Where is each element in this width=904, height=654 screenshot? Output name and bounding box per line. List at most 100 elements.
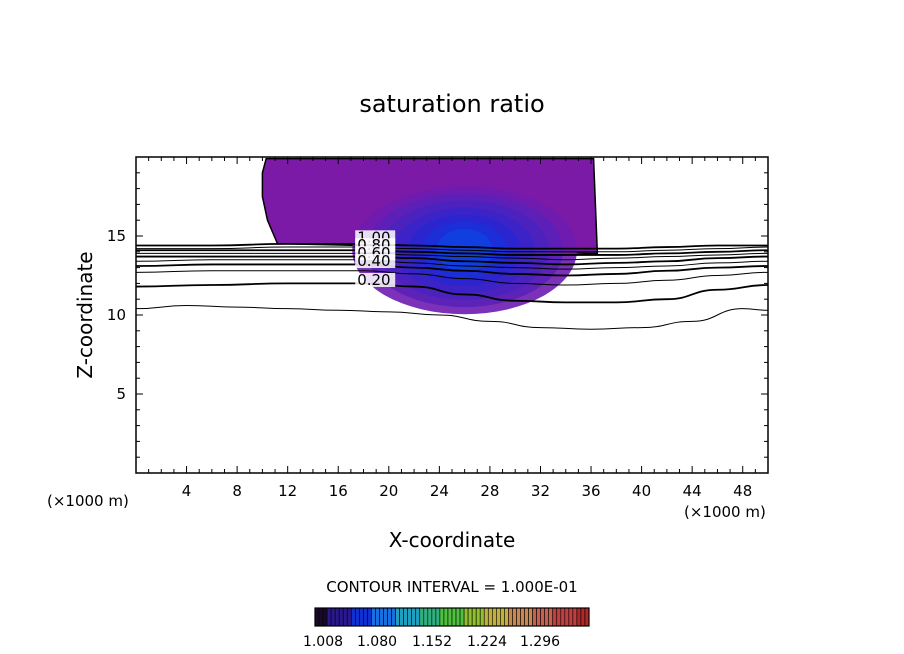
- colorbar-cell: [391, 607, 396, 627]
- colorbar-cell: [342, 607, 348, 627]
- colorbar-labels: 1.008 1.080 1.152 1.224 1.296: [303, 634, 560, 650]
- axis-ticks: [136, 157, 768, 473]
- x-tick-label: 36: [581, 482, 600, 500]
- colorbar-cell: [479, 607, 485, 627]
- colorbar-cell: [451, 607, 457, 627]
- colorbar-cell: [528, 607, 533, 627]
- contour-line-0-2: [136, 282, 768, 304]
- x-tick-label: 28: [480, 482, 499, 500]
- colorbar-cell: [371, 607, 376, 627]
- colorbar-cell: [500, 607, 505, 627]
- chart-title: saturation ratio: [359, 90, 544, 118]
- colorbar-cell: [338, 607, 344, 627]
- colorbar-cell: [350, 607, 356, 627]
- contour-label: 0.20: [357, 271, 390, 289]
- colorbar-cell: [532, 607, 537, 627]
- colorbar-cell: [439, 607, 445, 627]
- colorbar-cell: [556, 607, 562, 627]
- x-tick-labels: 4 8 12 16 20 24 28 32 36 40 44 48: [182, 482, 752, 500]
- contour-line-0-9: [136, 246, 768, 253]
- contour-line-0-5: [136, 259, 768, 270]
- contour-line-0-7: [136, 252, 768, 261]
- colorbar-cell: [318, 607, 324, 627]
- x-unit-left: (×1000 m): [47, 492, 129, 510]
- colorbar-cell: [359, 607, 364, 627]
- x-tick-label: 40: [632, 482, 651, 500]
- colorbar-cell: [504, 607, 509, 627]
- colorbar-cell: [455, 607, 461, 627]
- x-tick-label: 32: [531, 482, 550, 500]
- x-tick-label: 24: [430, 482, 449, 500]
- colorbar-cell: [560, 607, 566, 627]
- colorbar-tick-label: 1.008: [303, 634, 343, 650]
- colorbar-cell: [463, 607, 469, 627]
- colorbar-cell: [447, 607, 453, 627]
- x-tick-label: 48: [733, 482, 752, 500]
- colorbar: [314, 607, 590, 627]
- y-tick-labels: 5 10 15: [107, 227, 126, 403]
- colorbar-tick-label: 1.296: [520, 634, 560, 650]
- contour-line-0-6: [136, 255, 768, 266]
- colorbar-cell: [568, 607, 574, 627]
- colorbar-cell: [399, 607, 404, 627]
- contour-line-0-3: [136, 270, 768, 286]
- colorbar-cell: [544, 607, 550, 627]
- colorbar-cell: [576, 607, 582, 627]
- colorbar-cell: [314, 607, 320, 627]
- contour-lines: [136, 242, 768, 330]
- colorbar-cell: [508, 607, 513, 627]
- colorbar-cell: [512, 607, 517, 627]
- contour-interval-text: CONTOUR INTERVAL = 1.000E-01: [326, 578, 577, 596]
- colorbar-cell: [483, 607, 489, 627]
- colorbar-cell: [354, 607, 360, 627]
- colorbar-cell: [383, 607, 388, 627]
- colorbar-tick-label: 1.080: [357, 634, 397, 650]
- colorbar-cell: [387, 607, 392, 627]
- y-tick-label: 10: [107, 306, 126, 324]
- x-tick-label: 20: [379, 482, 398, 500]
- colorbar-cell: [419, 607, 425, 627]
- colorbar-cell: [467, 607, 473, 627]
- colorbar-cell: [326, 607, 332, 627]
- x-tick-label: 16: [329, 482, 348, 500]
- colorbar-cell: [516, 607, 521, 627]
- colorbar-cell: [487, 607, 493, 627]
- contour-line-0-4: [136, 263, 768, 277]
- colorbar-cell: [346, 607, 352, 627]
- x-axis-label: X-coordinate: [389, 528, 516, 552]
- contour-labels: 1.000.800.600.400.20: [355, 228, 396, 289]
- colorbar-tick-label: 1.152: [412, 634, 452, 650]
- contour-label: 0.40: [357, 252, 390, 270]
- x-tick-label: 4: [182, 482, 192, 500]
- colorbar-cell: [564, 607, 570, 627]
- colorbar-cell: [415, 607, 421, 627]
- y-tick-label: 5: [116, 385, 126, 403]
- colorbar-cell: [334, 607, 340, 627]
- colorbar-cell: [496, 607, 501, 627]
- colorbar-cell: [367, 607, 372, 627]
- colorbar-cell: [431, 607, 437, 627]
- colorbar-cell: [395, 607, 400, 627]
- colorbar-cell: [443, 607, 449, 627]
- supersaturation-fill: [261, 157, 599, 315]
- colorbar-cell: [435, 607, 441, 627]
- contour-label-bg: [355, 254, 396, 269]
- contour-label-bg: [355, 272, 396, 287]
- colorbar-cell: [423, 607, 429, 627]
- colorbar-cell: [363, 607, 368, 627]
- y-axis-label: Z-coordinate: [73, 251, 97, 378]
- colorbar-cell: [322, 607, 328, 627]
- colorbar-cell: [580, 607, 586, 627]
- colorbar-cell: [459, 607, 465, 627]
- contour-line-1: [136, 242, 768, 250]
- colorbar-frame: [314, 607, 590, 627]
- colorbar-cell: [572, 607, 578, 627]
- colorbar-cell: [379, 607, 384, 627]
- colorbar-cell: [407, 607, 413, 627]
- colorbar-cell: [491, 607, 497, 627]
- x-unit-right: (×1000 m): [684, 503, 766, 521]
- x-tick-label: 8: [232, 482, 242, 500]
- plot-area: 1.000.800.600.400.20: [135, 156, 769, 474]
- colorbar-cell: [584, 607, 590, 627]
